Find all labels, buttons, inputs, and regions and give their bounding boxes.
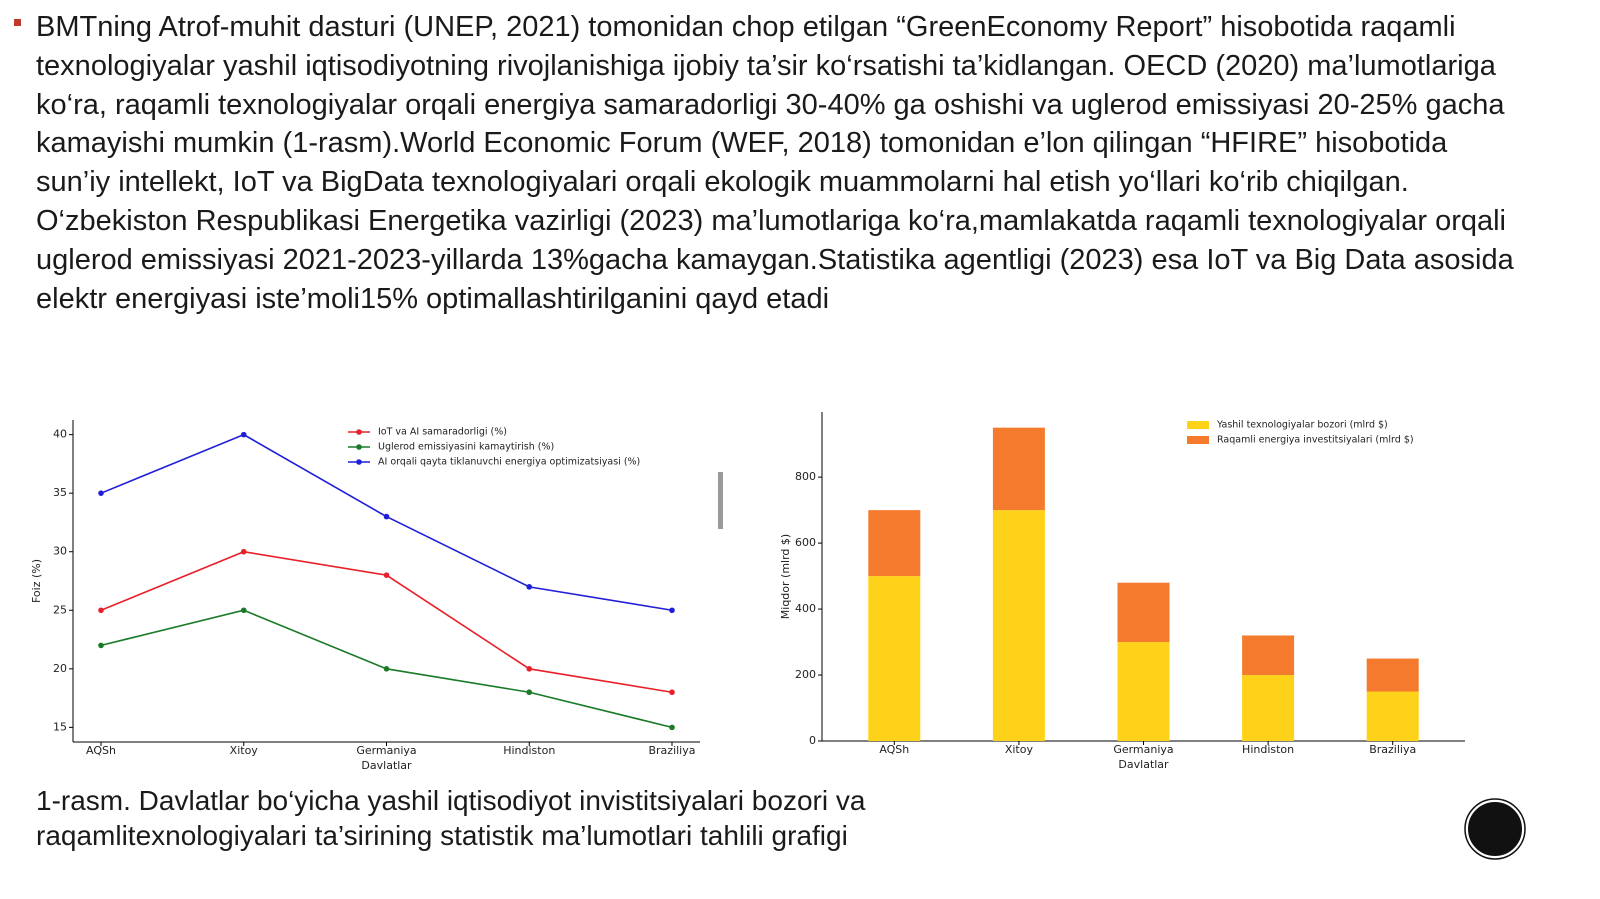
scroll-indicator (718, 472, 723, 529)
legend-marker (356, 429, 362, 435)
legend-swatch (1187, 421, 1209, 429)
bar-segment (1242, 635, 1295, 676)
bar-segment (1117, 582, 1170, 643)
bar-segment (1117, 642, 1170, 741)
y-tick-label: 15 (53, 720, 67, 733)
y-axis-label: Miqdor (mlrd $) (779, 534, 792, 619)
x-tick-label: Germaniya (356, 744, 416, 757)
bar-segment (1366, 658, 1419, 692)
point (98, 607, 104, 614)
y-tick-label: 200 (795, 668, 816, 681)
nav-button[interactable] (1466, 800, 1524, 858)
x-tick-label: AQSh (86, 744, 116, 757)
point (240, 431, 247, 438)
legend-label: AI orqali qayta tiklanuvchi energiya opt… (378, 457, 640, 468)
legend-label: Raqamli energiya investitsiyalari (mlrd … (1217, 435, 1414, 446)
legend-label: Uglerod emissiyasini kamaytirish (%) (378, 442, 554, 453)
legend-label: IoT va AI samaradorligi (%) (378, 427, 507, 438)
y-tick-label: 20 (53, 662, 67, 675)
y-tick-label: 30 (53, 545, 67, 558)
point (383, 572, 390, 578)
y-tick-label: 600 (795, 536, 816, 549)
x-axis-label: Davlatlar (361, 759, 412, 772)
y-tick-label: 35 (53, 486, 67, 499)
y-axis-label: Foiz (%) (30, 559, 43, 603)
legend-marker (356, 459, 362, 465)
point (240, 548, 247, 555)
bar-segment (992, 510, 1045, 741)
bar-segment (992, 427, 1045, 511)
bar-segment (1242, 675, 1295, 741)
legend-label: Yashil texnologiyalar bozori (mlrd $) (1216, 420, 1388, 431)
y-tick-label: 800 (795, 470, 816, 483)
point (526, 689, 533, 696)
bar-segment (1366, 691, 1419, 741)
y-tick-label: 0 (809, 734, 816, 747)
nav-button-ring (1464, 798, 1526, 860)
point (98, 490, 104, 496)
y-tick-label: 25 (53, 603, 67, 616)
x-tick-label: Xitoy (230, 744, 259, 757)
x-tick-label: Braziliya (1369, 743, 1416, 756)
point (669, 607, 675, 614)
point (240, 607, 247, 614)
x-tick-label: Hindiston (503, 744, 555, 757)
point (383, 513, 390, 520)
point (526, 666, 533, 672)
point (526, 584, 533, 590)
point (669, 724, 675, 731)
bullet (14, 19, 21, 26)
x-tick-label: Xitoy (1005, 743, 1034, 756)
legend-marker (356, 444, 362, 450)
x-tick-label: Germaniya (1113, 743, 1173, 756)
point (98, 642, 104, 649)
x-tick-label: Braziliya (648, 744, 695, 757)
bar-segment (868, 510, 921, 577)
x-tick-label: Hindiston (1242, 743, 1294, 756)
paragraph: BMTning Atrof-muhit dasturi (UNEP, 2021)… (36, 11, 1514, 315)
y-tick-label: 40 (53, 428, 67, 441)
caption: 1-rasm. Davlatlar bo‘yicha yashil iqtiso… (36, 785, 866, 851)
legend-swatch (1187, 436, 1209, 444)
y-tick-label: 400 (795, 602, 816, 615)
bar-segment (868, 576, 921, 741)
x-tick-label: AQSh (879, 743, 909, 756)
x-axis-label: Davlatlar (1118, 758, 1169, 771)
point (669, 689, 675, 696)
point (383, 666, 390, 672)
